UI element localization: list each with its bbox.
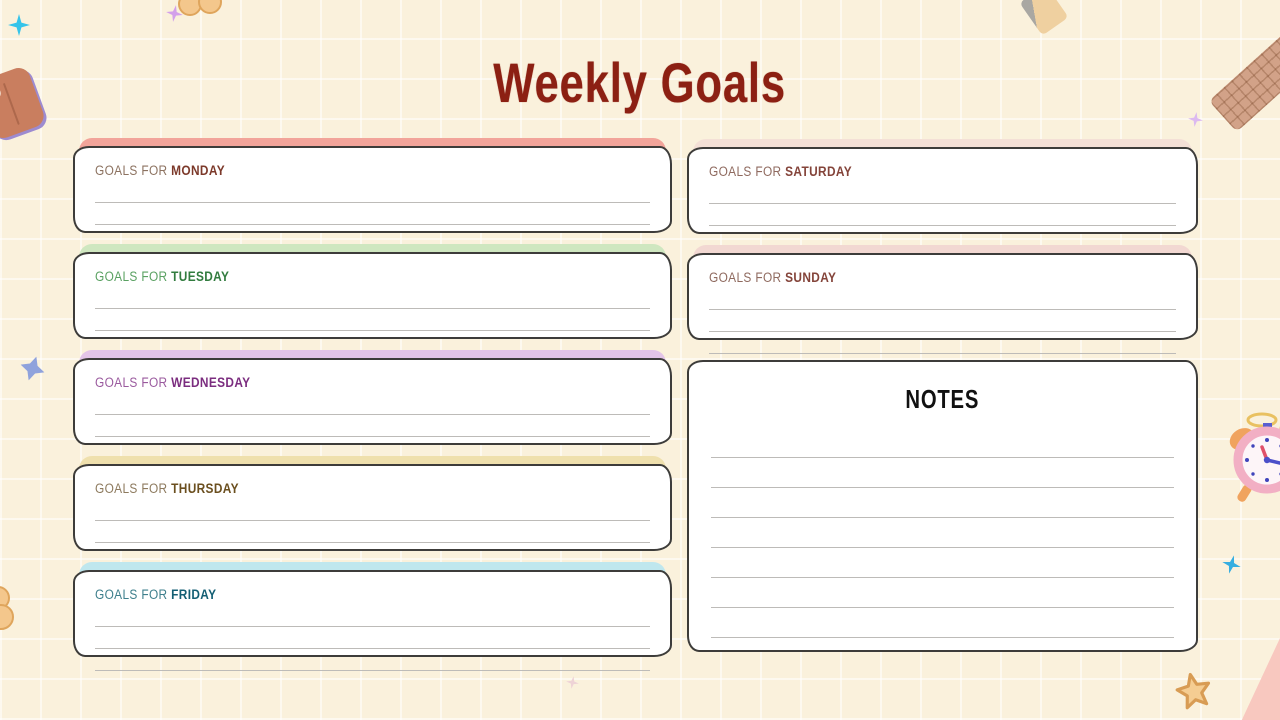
ruled-line	[711, 548, 1174, 578]
ruled-lines	[95, 499, 650, 565]
card-label: GOALS FOR SATURDAY	[709, 164, 1120, 182]
ruled-line	[95, 627, 650, 649]
goal-writing-area[interactable]: GOALS FOR SUNDAY	[687, 253, 1198, 354]
page-header: Weekly Goals	[0, 50, 1280, 115]
notes-writing-area[interactable]: NOTES	[687, 360, 1198, 652]
label-prefix: GOALS FOR	[95, 587, 168, 602]
sparkle-icon	[1220, 553, 1243, 576]
label-prefix: GOALS FOR	[709, 270, 782, 285]
diamond-sparkle-icon	[565, 675, 580, 690]
goal-card-monday: GOALS FOR MONDAY	[73, 138, 672, 247]
goal-writing-area[interactable]: GOALS FOR FRIDAY	[73, 570, 672, 671]
cookie-bump	[198, 0, 222, 14]
goal-writing-area[interactable]: GOALS FOR THURSDAY	[73, 464, 672, 565]
label-day: TUESDAY	[171, 269, 230, 284]
ruled-lines	[95, 605, 650, 671]
ruled-line	[95, 393, 650, 415]
alarm-clock-icon	[1222, 410, 1280, 512]
ruled-line	[95, 605, 650, 627]
pillow-star-icon	[17, 353, 49, 385]
label-day: MONDAY	[171, 163, 225, 178]
ruled-line	[95, 287, 650, 309]
card-label: GOALS FOR MONDAY	[95, 163, 583, 181]
page-title: Weekly Goals	[493, 51, 787, 114]
goal-writing-area[interactable]: GOALS FOR WEDNESDAY	[73, 358, 672, 459]
goal-card-thursday: GOALS FOR THURSDAY	[73, 456, 672, 565]
ruled-line	[95, 649, 650, 671]
ruled-line	[709, 288, 1176, 310]
ruled-line	[95, 181, 650, 203]
goal-writing-area[interactable]: GOALS FOR TUESDAY	[73, 252, 672, 353]
label-prefix: GOALS FOR	[709, 164, 782, 179]
label-prefix: GOALS FOR	[95, 481, 168, 496]
goal-card-sunday: GOALS FOR SUNDAY	[687, 245, 1198, 354]
label-prefix: GOALS FOR	[95, 163, 168, 178]
ruled-line	[95, 415, 650, 437]
goal-card-friday: GOALS FOR FRIDAY	[73, 562, 672, 671]
card-label: GOALS FOR SUNDAY	[709, 270, 1120, 288]
ruled-lines	[95, 393, 650, 459]
ruled-line	[709, 182, 1176, 204]
label-day: WEDNESDAY	[171, 375, 251, 390]
ruled-line	[711, 458, 1174, 488]
notes-card: NOTES	[687, 360, 1198, 652]
ruled-line	[711, 578, 1174, 608]
ruled-line	[95, 521, 650, 543]
cookie-bump	[0, 604, 14, 630]
card-label: GOALS FOR THURSDAY	[95, 481, 583, 499]
ruled-lines	[95, 181, 650, 247]
goal-writing-area[interactable]: GOALS FOR MONDAY	[73, 146, 672, 247]
label-prefix: GOALS FOR	[95, 375, 168, 390]
ruled-line	[95, 309, 650, 331]
ruled-line	[95, 203, 650, 225]
goal-card-wednesday: GOALS FOR WEDNESDAY	[73, 350, 672, 459]
ruled-line	[711, 428, 1174, 458]
label-day: FRIDAY	[171, 587, 217, 602]
ruled-lines	[95, 287, 650, 353]
goal-card-saturday: GOALS FOR SATURDAY	[687, 139, 1198, 248]
notes-title: NOTES	[905, 384, 980, 414]
goal-card-tuesday: GOALS FOR TUESDAY	[73, 244, 672, 353]
ruled-line	[711, 608, 1174, 638]
ruled-lines	[709, 182, 1176, 248]
label-prefix: GOALS FOR	[95, 269, 168, 284]
ruled-line	[711, 518, 1174, 548]
ruled-lines	[711, 428, 1174, 638]
card-label: GOALS FOR TUESDAY	[95, 269, 583, 287]
ruled-line	[709, 204, 1176, 226]
chalk-icon	[1019, 0, 1069, 36]
sparkle-icon	[8, 14, 30, 36]
goal-writing-area[interactable]: GOALS FOR SATURDAY	[687, 147, 1198, 248]
ruled-line	[709, 332, 1176, 354]
ruled-line	[95, 499, 650, 521]
cookie-icon	[178, 0, 226, 18]
ruled-line	[711, 488, 1174, 518]
card-label: GOALS FOR WEDNESDAY	[95, 375, 583, 393]
card-label: GOALS FOR FRIDAY	[95, 587, 583, 605]
cookie-icon	[0, 586, 20, 634]
label-day: THURSDAY	[171, 481, 239, 496]
star-cookie-icon	[1174, 672, 1214, 712]
label-day: SATURDAY	[785, 164, 852, 179]
ruled-lines	[709, 288, 1176, 354]
ruled-line	[709, 310, 1176, 332]
label-day: SUNDAY	[785, 270, 837, 285]
notes-title-row: NOTES	[689, 384, 1196, 414]
